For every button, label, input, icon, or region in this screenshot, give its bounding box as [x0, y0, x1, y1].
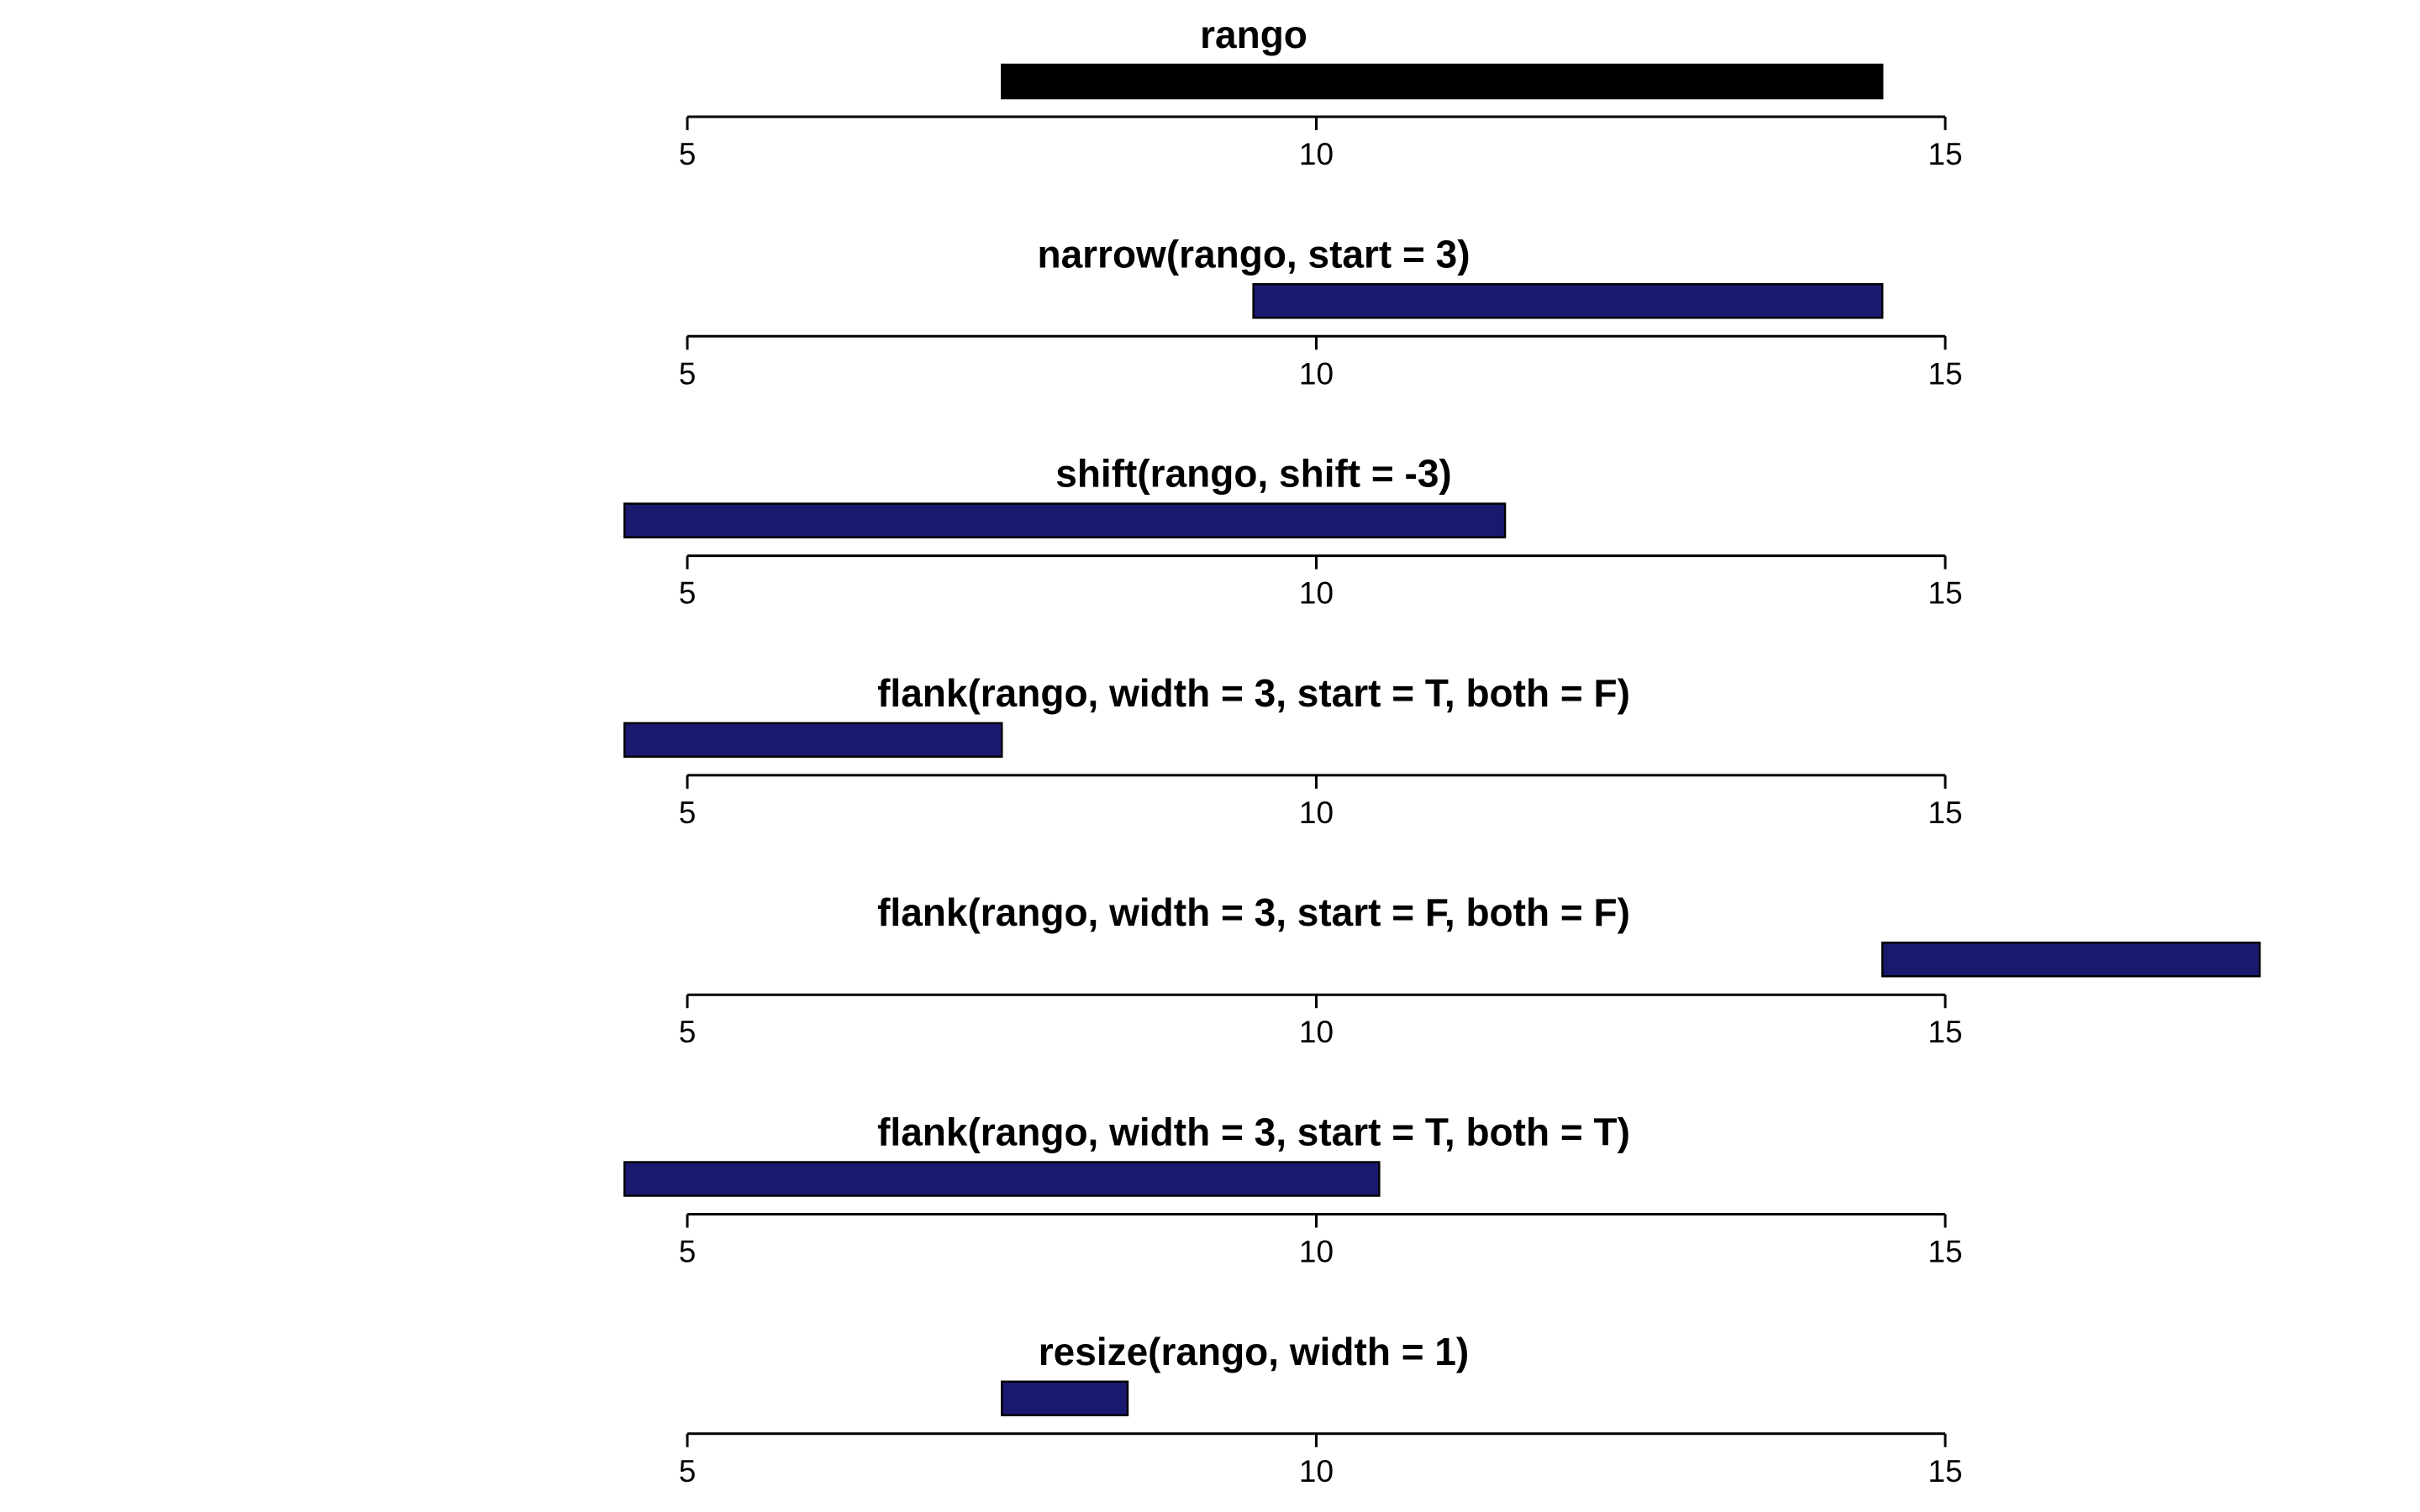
x-tick-label: 5	[679, 576, 697, 611]
x-tick-label: 10	[1299, 137, 1334, 171]
panel-5: flank(rango, width = 3, start = F, both …	[679, 890, 2261, 1049]
x-tick-label: 15	[1928, 576, 1962, 611]
range-bar	[1881, 941, 2261, 978]
range-bar	[1001, 63, 1884, 100]
panel-4: flank(rango, width = 3, start = T, both …	[623, 671, 1963, 830]
panel-title: rango	[1200, 13, 1307, 56]
range-bar	[623, 1161, 1381, 1197]
panel-1: rango 5 10 15	[679, 13, 1963, 171]
panel-3: shift(rango, shift = -3) 5 10 15	[623, 452, 1963, 611]
range-bar	[623, 722, 1003, 759]
x-tick-label: 15	[1928, 795, 1962, 830]
panel-title: resize(rango, width = 1)	[1039, 1330, 1470, 1373]
x-tick-label: 5	[679, 1454, 697, 1488]
x-tick-label: 10	[1299, 1235, 1334, 1269]
x-tick-label: 10	[1299, 1015, 1334, 1049]
range-bar	[623, 502, 1507, 538]
panel-7: resize(rango, width = 1) 5 10 15	[679, 1330, 1963, 1488]
range-bar	[1001, 1380, 1129, 1417]
x-tick-label: 10	[1299, 576, 1334, 611]
panel-2: narrow(rango, start = 3) 5 10 15	[679, 232, 1963, 391]
x-tick-label: 5	[679, 1235, 697, 1269]
panel-title: flank(rango, width = 3, start = T, both …	[877, 1110, 1630, 1154]
panel-title: shift(rango, shift = -3)	[1055, 452, 1452, 496]
x-tick-label: 5	[679, 1015, 697, 1049]
x-tick-label: 15	[1928, 356, 1962, 391]
x-tick-label: 15	[1928, 1454, 1962, 1488]
x-tick-label: 5	[679, 795, 697, 830]
x-tick-label: 15	[1928, 137, 1962, 171]
x-tick-label: 5	[679, 137, 697, 171]
panel-title: narrow(rango, start = 3)	[1037, 232, 1470, 276]
x-tick-label: 10	[1299, 356, 1334, 391]
panel-title: flank(rango, width = 3, start = T, both …	[877, 671, 1630, 715]
x-tick-label: 15	[1928, 1235, 1962, 1269]
panel-title: flank(rango, width = 3, start = F, both …	[877, 890, 1630, 934]
panel-6: flank(rango, width = 3, start = T, both …	[623, 1110, 1963, 1269]
x-tick-label: 10	[1299, 795, 1334, 830]
x-tick-label: 10	[1299, 1454, 1334, 1488]
x-tick-label: 5	[679, 356, 697, 391]
x-tick-label: 15	[1928, 1015, 1962, 1049]
range-bar	[1252, 283, 1884, 319]
